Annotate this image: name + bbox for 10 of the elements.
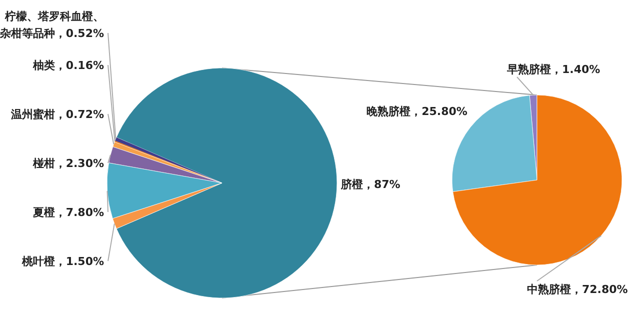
slice-label: 早熟脐橙，1.40% xyxy=(506,63,600,76)
slice-label: 脐橙，87% xyxy=(340,178,400,191)
slice-label: 椪柑，2.30% xyxy=(32,157,104,170)
slice-label: 夏橙，7.80% xyxy=(32,206,104,219)
slice-label: 柚类，0.16% xyxy=(32,59,104,72)
slice-label: 中熟脐橙，72.80% xyxy=(527,283,628,296)
slice-label: 晚熟脐橙，25.80% xyxy=(366,105,468,118)
slice-label: 柠檬、塔罗科血橙、杂柑等品种，0.52% xyxy=(0,10,104,40)
slice-label: 桃叶橙，1.50% xyxy=(20,255,104,268)
slice-label: 温州蜜柑，0.72% xyxy=(10,108,104,121)
